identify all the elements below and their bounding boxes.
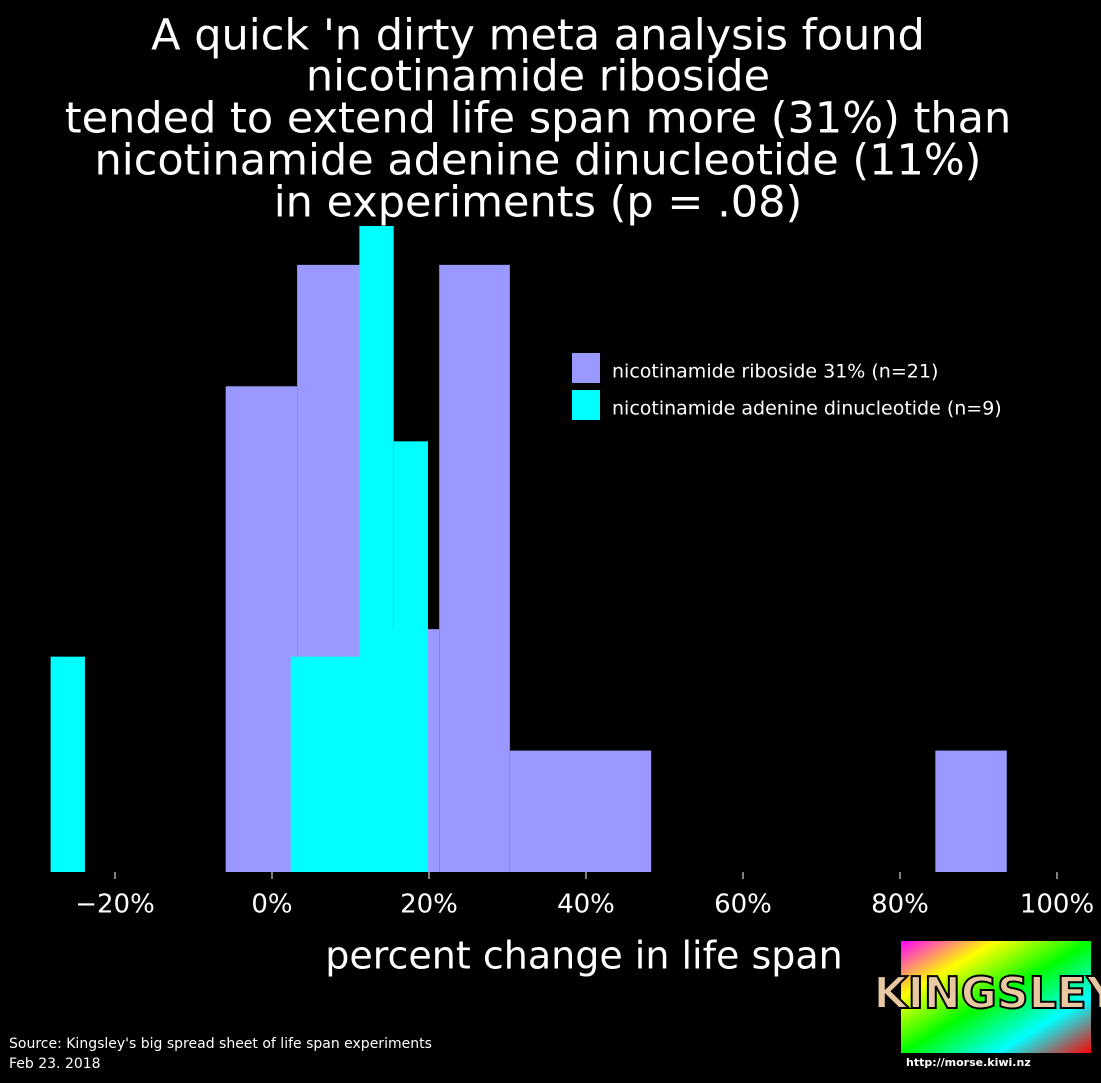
histogram-bar: [359, 226, 394, 872]
chart-title: nicotinamide adenine dinucleotide (11%): [95, 136, 982, 186]
legend-swatch: [572, 390, 600, 420]
histogram-bar: [225, 386, 298, 872]
histogram-bar: [393, 441, 428, 872]
x-axis-label: percent change in life span: [325, 934, 843, 978]
plot-area: [50, 226, 1007, 872]
date-note: Feb 23. 2018: [9, 1056, 101, 1072]
x-tick-label: 80%: [871, 890, 929, 920]
source-note: Source: Kingsley's big spread sheet of l…: [9, 1036, 432, 1052]
legend-swatch: [572, 353, 600, 383]
x-tick-label: 0%: [251, 890, 292, 920]
x-tick-label: 40%: [557, 890, 615, 920]
chart-title: in experiments (p = .08): [274, 178, 803, 228]
histogram-bar: [50, 656, 85, 872]
x-tick-label: 100%: [1020, 890, 1094, 920]
histogram-bar: [439, 264, 510, 872]
legend-label: nicotinamide adenine dinucleotide (n=9): [612, 398, 1002, 420]
legend-label: nicotinamide riboside 31% (n=21): [612, 361, 938, 383]
logo-background: [901, 941, 1091, 1053]
x-tick-label: 60%: [714, 890, 772, 920]
x-tick-label: 20%: [400, 890, 458, 920]
logo-strip: [901, 1053, 1091, 1073]
histogram-bar: [325, 656, 360, 872]
chart-title: tended to extend life span more (31%) th…: [65, 94, 1011, 144]
logo-text: KINGSLEY: [873, 968, 1101, 1019]
x-tick-label: −20%: [75, 890, 155, 920]
histogram-bar: [580, 750, 652, 872]
logo: KINGSLEY http://morse.kiwi.nz: [872, 941, 1101, 1073]
histogram-bar: [935, 750, 1007, 872]
chart-title: A quick 'n dirty meta analysis found: [151, 11, 925, 61]
histogram-bar: [509, 750, 581, 872]
logo-url: http://morse.kiwi.nz: [906, 1056, 1031, 1069]
chart-title: nicotinamide riboside: [306, 52, 770, 102]
histogram-bar: [290, 656, 326, 872]
